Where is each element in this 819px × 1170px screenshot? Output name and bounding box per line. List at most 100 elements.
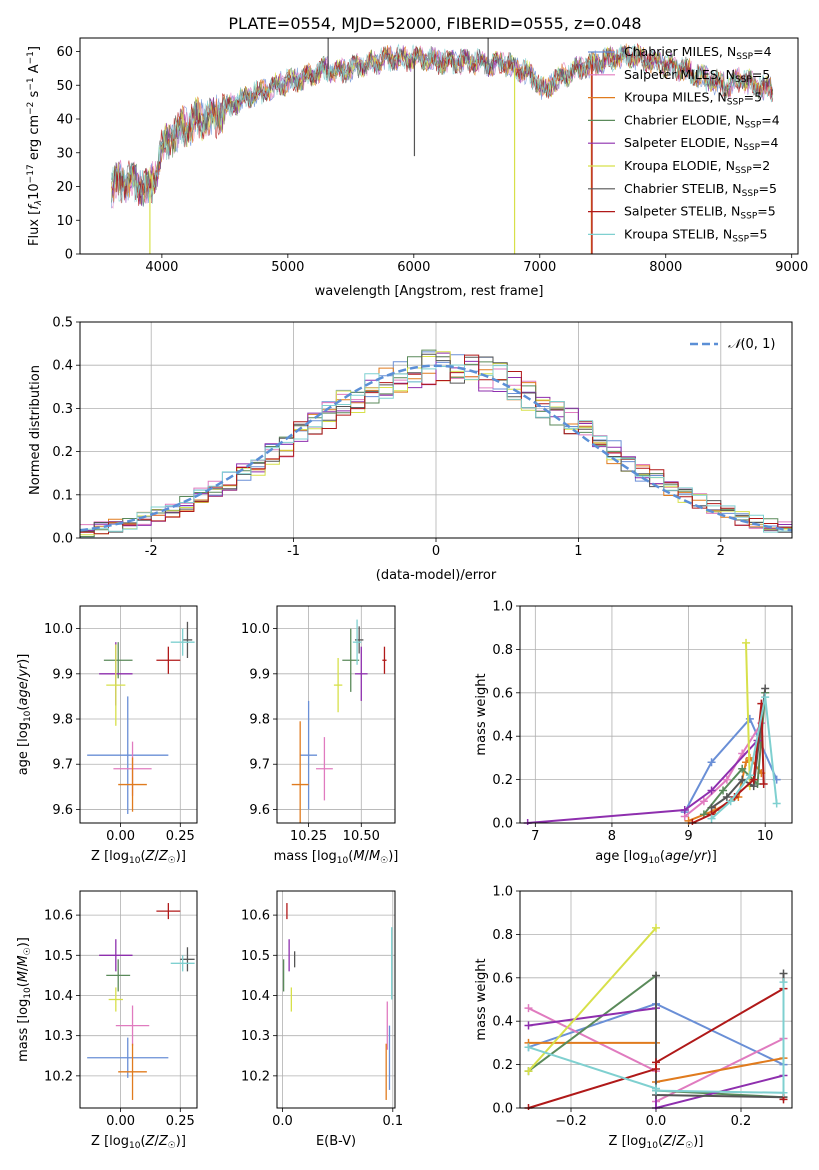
spectrum-legend: Chabrier MILES, NSSP=4 Salpeter MILES, NS…	[588, 44, 780, 244]
y-tick-label: 10.2	[241, 1069, 270, 1084]
y-tick-label: 0.2	[492, 773, 513, 788]
y-tick-label: 9.9	[249, 667, 270, 682]
residual-histograms	[80, 349, 792, 538]
weight-line-5	[745, 642, 751, 787]
x-tick-label: -1	[287, 544, 300, 559]
axes-frame	[79, 321, 793, 539]
weight-marker	[722, 775, 731, 784]
weight-marker	[745, 771, 754, 780]
y-tick-label: 0.8	[492, 643, 513, 658]
weight-marker	[738, 764, 747, 773]
y-tick-label: 0.4	[52, 359, 73, 374]
x-tick-label: 7	[531, 829, 539, 844]
weight_vs_age-lines	[523, 638, 781, 825]
spectrum-lines	[111, 38, 774, 254]
weight-marker	[652, 923, 660, 932]
age_vs_mass-axes	[273, 606, 395, 827]
weight-marker	[524, 1004, 533, 1013]
spectrum-x-label: wavelength [Angstrom, rest frame]	[315, 284, 544, 299]
legend-label: Chabrier STELIB, NSSP=5	[624, 181, 777, 199]
x-tick-label: 1	[574, 544, 582, 559]
weight-line-5	[527, 927, 657, 1072]
legend-label: Kroupa STELIB, NSSP=5	[624, 226, 768, 244]
y-tick-label: 0.6	[492, 971, 513, 986]
y-tick-label: 9.9	[52, 667, 73, 682]
mass_vs_Z-x-label: Z [log10(Z/Z☉)]	[91, 1134, 186, 1151]
figure-title: PLATE=0554, MJD=52000, FIBERID=0555, z=0…	[228, 14, 641, 33]
weight_vs_age-x-label: age [log10(age/yr)]	[595, 849, 717, 866]
x-tick-label: 9000	[775, 260, 808, 275]
y-tick-label: 0.5	[52, 316, 73, 331]
weight-marker	[722, 792, 731, 801]
x-tick-label: -2	[145, 544, 158, 559]
x-tick-label: 2	[717, 544, 725, 559]
residual-y-label: Normed distribution	[28, 365, 43, 495]
age_vs_Z-x-label: Z [log10(Z/Z☉)]	[91, 849, 186, 866]
y-tick-label: 1.0	[492, 600, 513, 615]
legend-label: 𝒩(0, 1)	[728, 337, 775, 352]
legend-label: Chabrier ELODIE, NSSP=4	[624, 112, 780, 130]
mass_vs_Z-axes	[76, 891, 197, 1112]
y-tick-label: 10.2	[44, 1069, 73, 1084]
spectrum-series-8	[111, 43, 774, 204]
weight_vs_age-y-label: mass weight	[474, 673, 489, 755]
x-tick-label: 0	[432, 544, 440, 559]
weight-marker	[680, 805, 689, 814]
y-tick-label: 20	[56, 180, 73, 195]
y-tick-label: 9.8	[52, 713, 73, 728]
y-tick-label: 9.8	[249, 713, 270, 728]
weight-marker	[652, 1086, 660, 1095]
weight_vs_Z-x-label: Z [log10(Z/Z☉)]	[609, 1134, 704, 1151]
x-tick-label: 10.50	[343, 829, 380, 844]
weight-marker	[524, 1021, 533, 1030]
x-tick-label: 6000	[397, 260, 430, 275]
y-tick-label: 0.6	[492, 686, 513, 701]
legend-label: Salpeter STELIB, NSSP=5	[624, 204, 776, 222]
weight-marker	[779, 978, 788, 987]
weight-marker	[779, 1088, 788, 1097]
weight_vs_Z-lines	[524, 923, 788, 1110]
legend-label: Salpeter ELODIE, NSSP=4	[624, 135, 779, 153]
weight-marker	[726, 797, 735, 806]
x-tick-label: 5000	[271, 260, 304, 275]
x-tick-label: 0.2	[731, 1114, 752, 1129]
axes-frame	[79, 605, 198, 824]
age_vs_Z-points	[87, 621, 195, 814]
weight-marker	[707, 758, 716, 767]
weight-marker	[699, 797, 708, 806]
weight-marker	[652, 971, 660, 980]
x-tick-label: 9	[684, 829, 692, 844]
weight-marker	[779, 969, 788, 978]
axes-frame	[519, 890, 793, 1109]
x-tick-label: 0.0	[646, 1114, 667, 1129]
y-tick-label: 10.5	[241, 949, 270, 964]
age_vs_Z-y-label: age [log10(age/yr)]	[16, 654, 33, 776]
axes-frame	[276, 890, 396, 1109]
weight-marker	[719, 786, 728, 795]
y-tick-label: 10.4	[44, 989, 73, 1004]
age_vs_mass-points	[291, 619, 387, 823]
x-tick-label: 8000	[649, 260, 682, 275]
age_vs_Z-axes	[76, 606, 197, 827]
y-tick-label: 0.0	[492, 817, 513, 832]
axes-frame	[79, 37, 799, 255]
y-tick-label: 0.3	[52, 402, 73, 417]
x-tick-label: 0.00	[106, 1114, 135, 1129]
y-tick-label: 10.3	[44, 1029, 73, 1044]
residual-x-label: (data-model)/error	[376, 568, 497, 583]
y-tick-label: 9.7	[249, 758, 270, 773]
x-tick-label: 0.25	[166, 829, 195, 844]
x-tick-label: 10	[757, 829, 774, 844]
weight-line-4	[527, 739, 759, 824]
y-tick-label: 10.3	[241, 1029, 270, 1044]
y-tick-label: 0.1	[52, 488, 73, 503]
weight-marker	[524, 1043, 533, 1052]
x-tick-label: 10.25	[290, 829, 327, 844]
y-tick-label: 10.0	[241, 622, 270, 637]
y-tick-label: 30	[56, 146, 73, 161]
mass_vs_ebv-axes	[273, 891, 395, 1112]
legend-label: Kroupa ELODIE, NSSP=2	[624, 158, 770, 176]
legend-label: Kroupa MILES, NSSP=5	[624, 90, 762, 108]
y-tick-label: 0.4	[492, 730, 513, 745]
axes-frame	[519, 605, 793, 824]
